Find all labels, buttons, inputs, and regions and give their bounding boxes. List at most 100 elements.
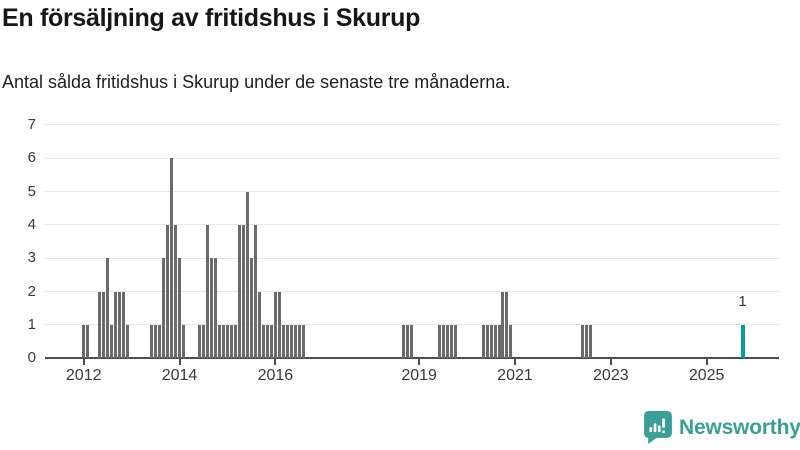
bar [154,324,158,359]
bar [269,324,273,359]
x-axis-label: 2025 [688,367,725,384]
x-axis-tick [274,359,277,366]
bar [405,324,409,359]
bar [501,291,505,359]
bar [253,224,257,359]
gridline [45,257,779,259]
gridline [45,124,779,126]
bar [233,324,237,359]
y-axis-label: 7 [27,115,36,133]
x-axis-tick [178,359,181,366]
bar [449,324,453,359]
x-axis-label: 2019 [401,367,437,384]
bar [453,324,457,359]
bar [293,324,297,359]
bar [489,324,493,359]
x-axis-tick [82,359,85,366]
bar [82,324,86,359]
gridline [45,291,779,293]
newsworthy-wordmark: Newsworthy [679,415,800,439]
x-axis-label: 2014 [161,367,198,384]
bar [581,324,585,359]
y-axis-label: 5 [27,182,36,200]
x-axis-label: 2016 [257,367,294,384]
bar [241,224,245,359]
gridline [45,191,779,193]
y-axis-label: 3 [27,249,36,267]
bar [301,324,305,359]
bar [217,324,221,359]
bar [497,324,501,359]
y-axis-label: 2 [27,282,36,300]
x-axis-tick [513,359,516,366]
bar [182,324,186,359]
bar [126,324,130,359]
x-axis-tick [705,359,708,366]
newsworthy-logo[interactable]: Newsworthy [644,411,800,444]
bar [297,324,301,359]
bar [158,324,162,359]
x-axis-line [45,357,779,360]
bar [281,324,285,359]
bar [170,158,174,359]
bar [213,258,217,359]
bar [150,324,154,359]
x-axis-label: 2021 [497,367,533,384]
y-axis-label: 0 [27,349,36,367]
bar [166,224,170,359]
bar [209,258,213,359]
x-axis-tick [418,359,421,366]
highlight-bar [740,324,745,359]
y-axis-label: 1 [27,315,36,333]
bar [98,291,102,359]
gridline [45,224,779,226]
bar [493,324,497,359]
bar [225,324,229,359]
gridline [45,157,779,159]
bar [277,291,281,359]
bar [257,291,261,359]
bar [102,291,106,359]
bar [289,324,293,359]
bar [481,324,485,359]
bar [198,324,201,359]
bar [245,191,249,359]
chart-title: En försäljning av fritidshus i Skurup [2,4,421,32]
bar [174,224,178,359]
bar [589,324,593,359]
bar [201,324,205,359]
bar [221,324,225,359]
x-axis-label: 2023 [593,367,629,384]
bar [505,291,509,359]
bar [249,258,253,359]
bar [409,324,413,359]
bar [178,258,182,359]
bar [485,324,489,359]
bar [114,291,118,359]
bar [273,291,277,359]
x-axis-tick [609,359,612,366]
newsworthy-icon [644,411,672,444]
bar [122,291,126,359]
y-axis-label: 4 [27,215,36,233]
bar [229,324,233,359]
bar [110,324,114,359]
bar [118,291,122,359]
bar [205,224,209,359]
bar [237,224,241,359]
bar [261,324,265,359]
value-label: 1 [738,292,747,310]
bar [441,324,445,359]
bar [585,324,589,359]
bar [285,324,289,359]
bar [509,324,513,359]
y-axis-label: 6 [27,149,36,167]
bar [401,324,405,359]
bar [445,324,449,359]
chart-subtitle: Antal sålda fritidshus i Skurup under de… [2,72,511,92]
x-axis-label: 2012 [65,367,102,384]
bar [437,324,441,359]
bar [162,258,166,359]
